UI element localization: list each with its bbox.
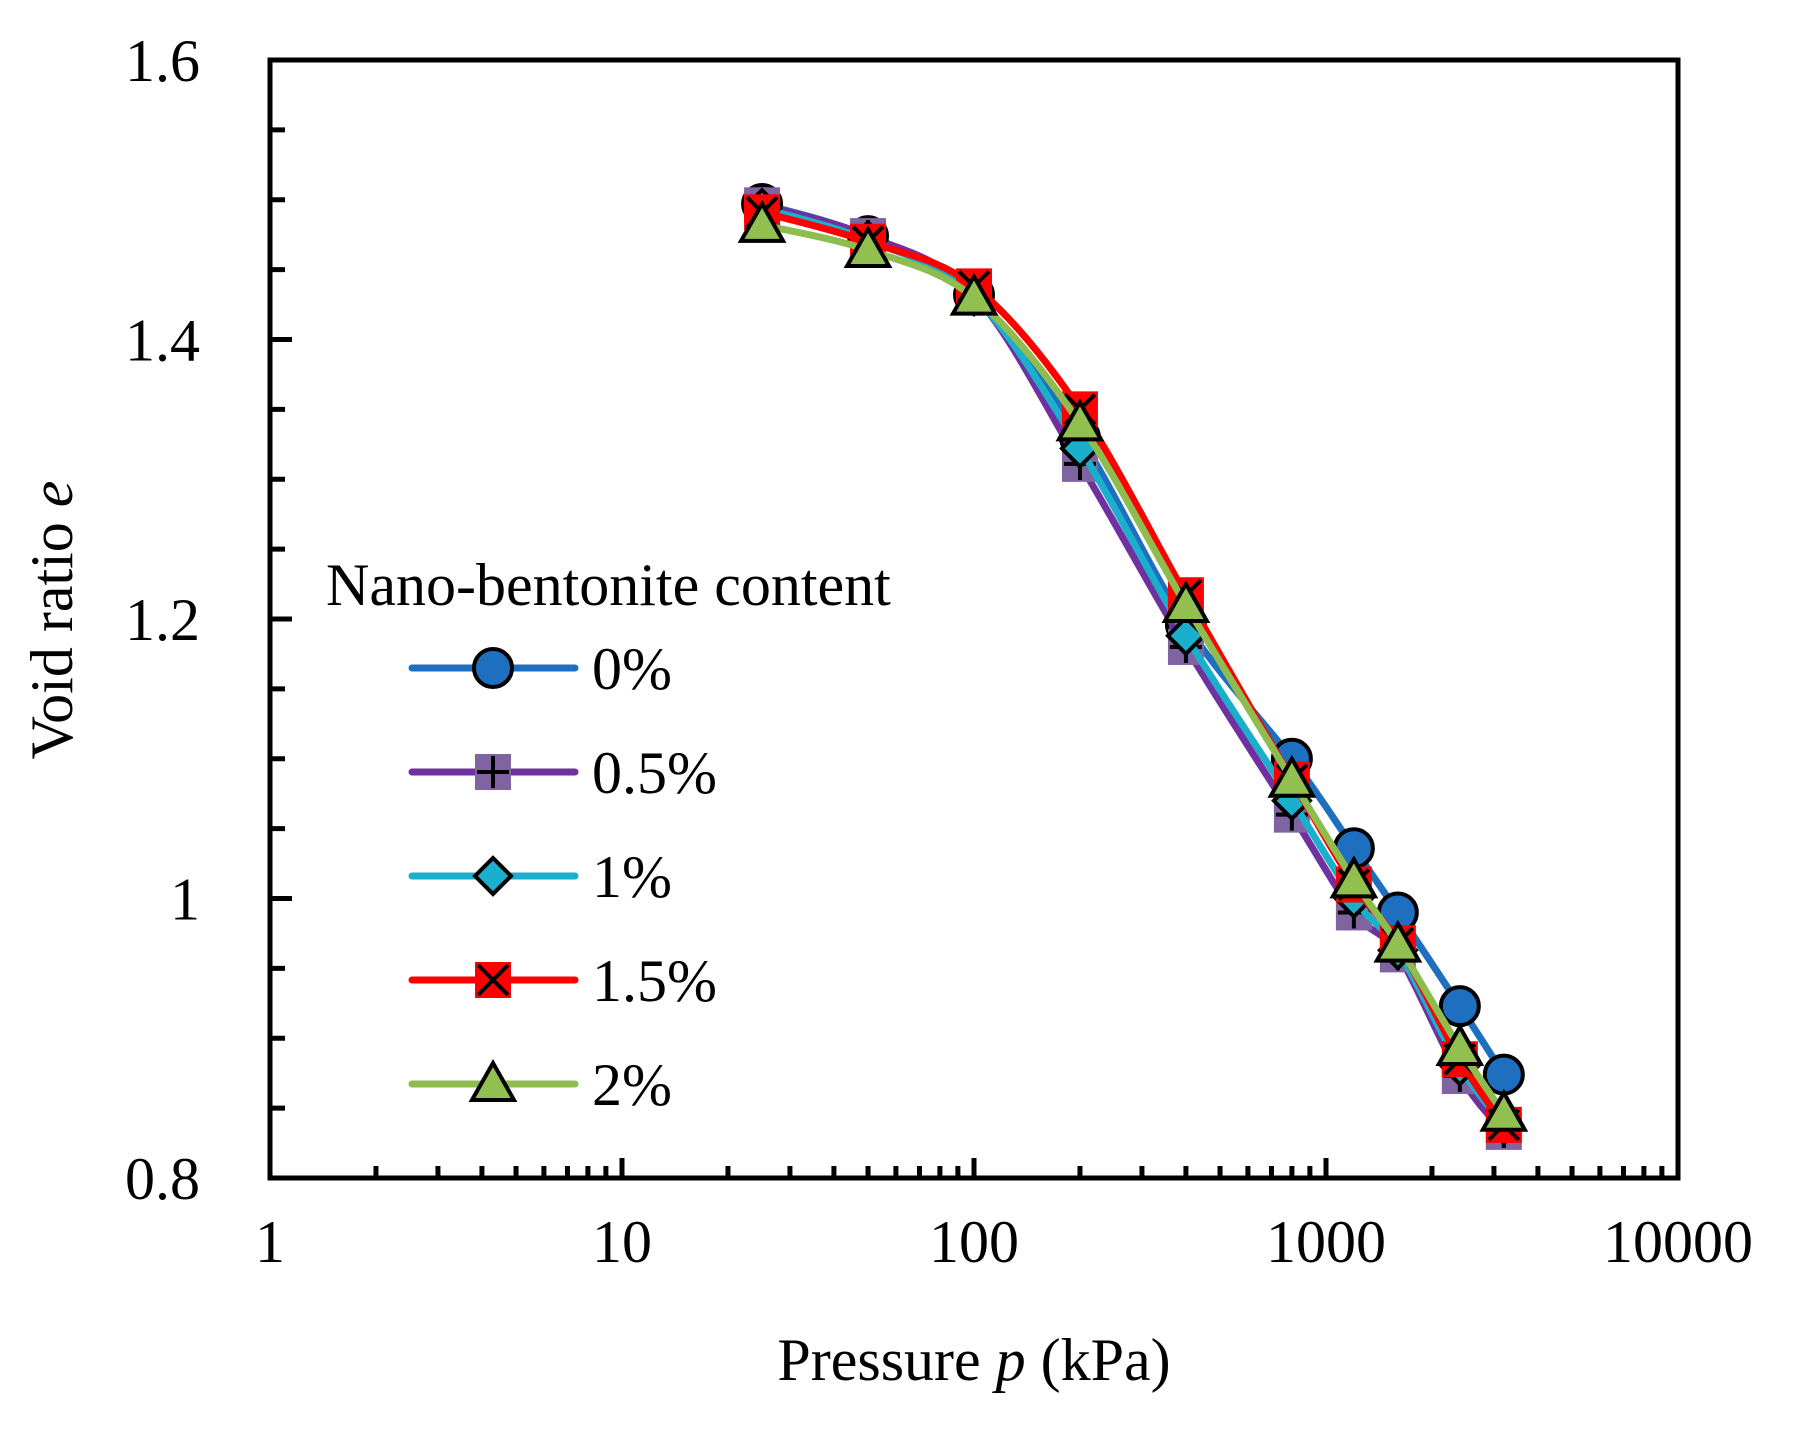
triangle-marker: [1329, 855, 1379, 899]
y-tick-label: 0.8: [125, 1146, 200, 1212]
legend-item: 1.5%: [408, 948, 717, 1014]
data-point: [475, 962, 511, 998]
triangle-marker: [1161, 579, 1211, 624]
triangle-marker: [1055, 398, 1105, 442]
data-point: [949, 272, 999, 316]
data-point: [472, 855, 514, 897]
data-point: [1435, 1022, 1485, 1067]
y-tick-label: 1.4: [125, 308, 200, 374]
data-point: [843, 225, 893, 269]
y-axis-title: Void ratio e: [19, 481, 85, 760]
legend-item: 1%: [408, 844, 672, 910]
triangle-marker: [1373, 919, 1423, 963]
data-point: [472, 647, 514, 689]
diamond-marker: [472, 855, 514, 897]
x-axis-title-unit: (kPa): [1026, 1327, 1171, 1393]
data-point: [1161, 579, 1211, 624]
x-tick-label: 1: [255, 1209, 285, 1275]
data-point: [1055, 398, 1105, 442]
series-layer: [737, 182, 1529, 1150]
x-tick-label: 100: [929, 1209, 1019, 1275]
x-tick-label: 1000: [1266, 1209, 1386, 1275]
x-marker: [476, 963, 510, 997]
legend-label: 0.5%: [592, 740, 717, 806]
x-axis-title: Pressure p (kPa): [777, 1327, 1170, 1393]
triangle-marker: [737, 199, 787, 243]
legend-item: 2%: [408, 1052, 672, 1118]
triangle-marker: [949, 272, 999, 316]
data-point: [1482, 1053, 1525, 1096]
legend-title: Nano-bentonite content: [326, 552, 891, 618]
data-point: [468, 1058, 518, 1102]
y-axis-title-text: Void ratio: [19, 507, 85, 759]
legend-item: 0%: [408, 636, 672, 702]
triangle-marker: [1435, 1022, 1485, 1067]
y-axis-title-variable: e: [19, 481, 85, 508]
series-line: [758, 221, 1508, 1118]
y-tick-label: 1.6: [125, 28, 200, 94]
triangle-marker: [1479, 1088, 1529, 1132]
plus-marker: [477, 756, 509, 788]
legend-label: 1%: [592, 844, 672, 910]
legend: Nano-bentonite content 0% 0.5% 1% 1.5% 2%: [326, 552, 891, 1118]
circle-marker: [1482, 1053, 1525, 1096]
data-point: [1329, 855, 1379, 899]
legend-label: 2%: [592, 1052, 672, 1118]
x-axis-title-variable: p: [992, 1327, 1026, 1393]
data-point: [1373, 919, 1423, 963]
x-axis-title-text: Pressure: [777, 1327, 995, 1393]
series-2pct: [737, 199, 1529, 1132]
triangle-marker: [1267, 754, 1317, 798]
x-tick-label: 10: [592, 1209, 652, 1275]
circle-marker: [472, 647, 514, 689]
data-point: [475, 754, 511, 790]
triangle-marker: [468, 1058, 518, 1102]
legend-item: 0.5%: [408, 740, 717, 806]
y-tick-label: 1: [170, 867, 200, 933]
legend-label: 0%: [592, 636, 672, 702]
triangle-marker: [843, 225, 893, 269]
data-point: [1479, 1088, 1529, 1132]
tick-layer: 1 10 100 1000 10000 0.8 1 1.2 1.4 1.6: [125, 28, 1753, 1275]
x-tick-label: 10000: [1603, 1209, 1753, 1275]
legend-label: 1.5%: [592, 948, 717, 1014]
data-point: [737, 199, 787, 243]
data-point: [1267, 754, 1317, 798]
y-tick-label: 1.2: [125, 587, 200, 653]
